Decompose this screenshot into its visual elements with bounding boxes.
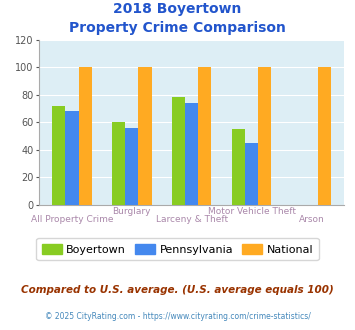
Legend: Boyertown, Pennsylvania, National: Boyertown, Pennsylvania, National bbox=[36, 238, 319, 260]
Bar bbox=[172, 97, 185, 205]
Text: Larceny & Theft: Larceny & Theft bbox=[155, 214, 228, 223]
Text: © 2025 CityRating.com - https://www.cityrating.com/crime-statistics/: © 2025 CityRating.com - https://www.city… bbox=[45, 312, 310, 321]
Text: Property Crime Comparison: Property Crime Comparison bbox=[69, 21, 286, 35]
Bar bbox=[112, 122, 125, 205]
Text: All Property Crime: All Property Crime bbox=[31, 214, 113, 223]
Text: 2018 Boyertown: 2018 Boyertown bbox=[113, 2, 242, 16]
Bar bbox=[232, 129, 245, 205]
Bar bbox=[52, 106, 65, 205]
Bar bbox=[198, 67, 212, 205]
Bar bbox=[125, 128, 138, 205]
Bar bbox=[245, 143, 258, 205]
Bar bbox=[78, 67, 92, 205]
Text: Motor Vehicle Theft: Motor Vehicle Theft bbox=[208, 207, 296, 216]
Bar bbox=[65, 111, 78, 205]
Text: Arson: Arson bbox=[299, 214, 324, 223]
Bar bbox=[258, 67, 271, 205]
Bar bbox=[185, 103, 198, 205]
Text: Compared to U.S. average. (U.S. average equals 100): Compared to U.S. average. (U.S. average … bbox=[21, 285, 334, 295]
Bar bbox=[138, 67, 152, 205]
Bar bbox=[318, 67, 331, 205]
Text: Burglary: Burglary bbox=[113, 207, 151, 216]
